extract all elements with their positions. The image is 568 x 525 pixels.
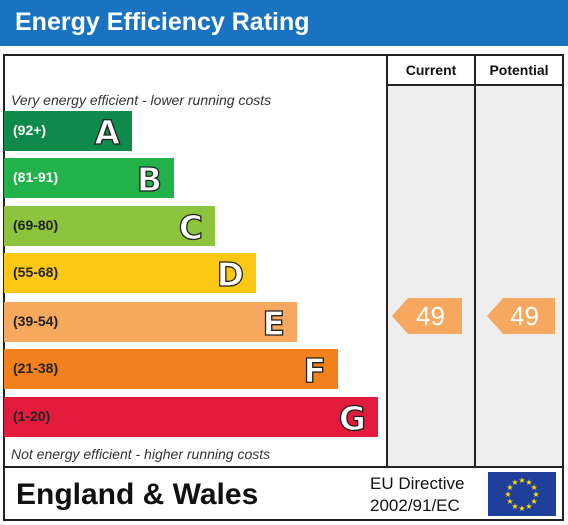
eu-star-icon: ★ [518,476,525,485]
eu-directive-label: EU Directive [370,474,465,493]
band-e: (39-54) E [4,302,297,344]
band-range-label: (1-20) [13,408,51,424]
band-f: (21-38) F [4,349,338,391]
band-letter: A [94,112,121,152]
eu-star-icon: ★ [504,490,511,499]
potential-arrow-shape [487,298,555,334]
eu-star-icon: ★ [511,502,518,511]
band-range-label: (39-54) [13,313,59,329]
band-letter: C [178,207,204,247]
potential-rating-value: 49 [510,301,539,331]
region-label: England & Wales [16,478,259,511]
band-d: (55-68) D [4,253,256,295]
band-range-label: (81-91) [13,169,59,185]
eu-star-icon: ★ [506,497,513,506]
band-b: (81-91) B [4,158,174,200]
current-rating-arrow: 49 [392,298,462,334]
divider-potential [474,54,476,467]
band-letter: D [216,254,245,294]
current-rating-value: 49 [416,301,445,331]
eu-stars: ★★★★★★★★★ ★ ★★ [504,476,539,513]
band-range-label: (92+) [13,122,47,138]
eu-star-icon: ★ [531,497,538,506]
band-range-label: (69-80) [13,217,59,233]
eu-star-icon: ★ [531,483,538,492]
potential-column [476,86,562,467]
eu-star-icon: ★ [511,478,518,487]
footer-divider [3,466,564,468]
current-column [388,86,474,467]
band-letter: G [338,398,366,438]
band-range-label: (55-68) [13,264,59,280]
page-title: Energy Efficiency Rating [15,8,310,36]
header-divider [386,84,564,86]
potential-column-header: Potential [489,62,549,78]
band-letter: E [262,303,286,343]
eu-star-icon: ★ [532,490,539,499]
band-a: (92+) A [4,111,132,153]
header-bar: Energy Efficiency Rating [0,0,568,46]
current-column-header: Current [405,62,457,78]
eu-star-icon: ★ [525,502,532,511]
eu-star-icon: ★ [525,478,532,487]
potential-rating-arrow: 49 [487,298,555,334]
bottom-note: Not energy efficient - higher running co… [11,446,271,462]
eu-star-icon: ★ [506,483,513,492]
band-letter: B [136,159,162,199]
band-letter: F [303,350,327,390]
current-arrow-shape [392,298,462,334]
eu-flag-icon: ★ ★ ★ ★ ★ ★ ★ ★ ★ ★ ★ ★ [488,472,556,516]
band-range-label: (21-38) [13,360,59,376]
band-c: (69-80) C [4,206,215,248]
divider-current [386,54,388,467]
top-note: Very energy efficient - lower running co… [11,92,272,108]
eu-directive-number: 2002/91/EC [370,496,460,515]
band-g: (1-20) G [4,397,378,439]
eu-star-icon: ★ [518,504,525,513]
